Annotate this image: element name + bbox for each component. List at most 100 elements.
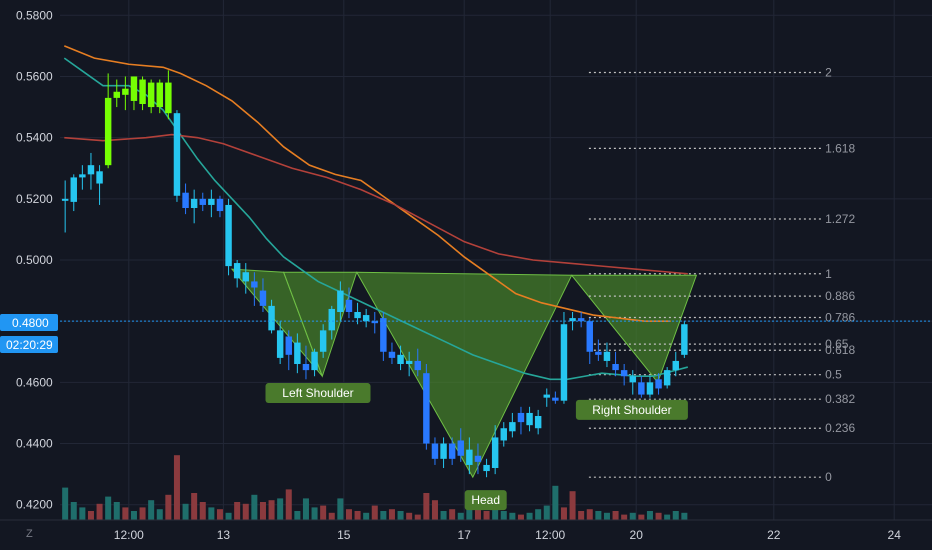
candle[interactable] — [595, 339, 602, 361]
candle[interactable] — [612, 351, 619, 377]
candle[interactable] — [182, 183, 189, 215]
candle[interactable] — [448, 437, 456, 465]
candle[interactable] — [431, 437, 439, 465]
candle-body — [448, 443, 456, 459]
candle[interactable] — [268, 299, 275, 334]
candle[interactable] — [663, 367, 671, 389]
volume-bar — [96, 503, 103, 520]
candle-body — [113, 91, 120, 98]
candle[interactable] — [259, 278, 267, 312]
candle-body — [595, 351, 602, 355]
candle[interactable] — [70, 174, 77, 212]
candle-body — [190, 198, 198, 208]
volume-bar — [578, 511, 585, 520]
candle[interactable] — [577, 312, 585, 328]
candle[interactable] — [517, 406, 525, 435]
candle[interactable] — [79, 165, 86, 190]
candle[interactable] — [96, 165, 103, 205]
candle[interactable] — [251, 272, 258, 306]
candle[interactable] — [655, 373, 662, 395]
candle[interactable] — [190, 189, 198, 224]
candle[interactable] — [474, 443, 482, 475]
candle[interactable] — [302, 345, 310, 380]
candle[interactable] — [586, 318, 593, 364]
candle[interactable] — [629, 370, 636, 395]
candle-body — [569, 318, 576, 322]
candle[interactable] — [276, 321, 284, 364]
candle[interactable] — [328, 305, 335, 340]
fibonacci-levels[interactable]: 2 1.618 1.272 1 0.886 0.786 0.650.618 0.5 0.382 0… — [588, 65, 856, 484]
pattern-label: Left Shoulder — [265, 383, 371, 404]
candle[interactable] — [130, 76, 138, 111]
candle[interactable] — [165, 70, 172, 120]
candle[interactable] — [319, 324, 327, 358]
candle[interactable] — [543, 388, 550, 407]
candle[interactable] — [216, 195, 224, 218]
pattern-triangle-2[interactable] — [355, 271, 573, 479]
candle[interactable] — [113, 79, 120, 108]
candle[interactable] — [534, 409, 542, 435]
timezone-label[interactable]: Z — [26, 528, 33, 540]
candle[interactable] — [337, 281, 344, 322]
candle[interactable] — [552, 391, 559, 404]
candle[interactable] — [345, 287, 353, 319]
volume-bar — [199, 502, 206, 520]
candle[interactable] — [208, 189, 215, 218]
candle[interactable] — [61, 180, 69, 233]
candle[interactable] — [156, 79, 163, 114]
candle[interactable] — [371, 312, 378, 334]
y-tick-label: 0.4400 — [16, 437, 53, 451]
candle[interactable] — [491, 425, 499, 475]
candle[interactable] — [457, 428, 464, 462]
candle[interactable] — [173, 110, 181, 202]
candle-body — [319, 330, 327, 352]
y-tick-label: 0.5000 — [16, 253, 53, 267]
candle[interactable] — [122, 76, 129, 111]
volume-bar — [156, 509, 163, 520]
candle-body — [182, 192, 189, 208]
candle[interactable] — [681, 321, 688, 358]
countdown-value: 02:20:29 — [6, 338, 53, 352]
candle[interactable] — [500, 422, 507, 447]
candle[interactable] — [405, 351, 413, 377]
candle[interactable] — [233, 260, 241, 288]
candle[interactable] — [147, 79, 155, 114]
candle[interactable] — [362, 308, 370, 328]
candle[interactable] — [199, 192, 206, 212]
pattern-label-text: Head — [471, 493, 500, 507]
candle[interactable] — [104, 73, 112, 169]
candle[interactable] — [294, 333, 301, 374]
candle[interactable] — [139, 76, 146, 111]
candle[interactable] — [483, 458, 490, 478]
candle[interactable] — [242, 263, 249, 294]
timezone-button[interactable]: Z — [26, 528, 33, 540]
price-candles[interactable] — [61, 70, 688, 478]
candle[interactable] — [560, 312, 568, 404]
candle[interactable] — [603, 342, 611, 368]
candle[interactable] — [423, 364, 430, 450]
pattern-triangle-3[interactable] — [570, 274, 698, 384]
candle[interactable] — [509, 412, 516, 438]
candle[interactable] — [87, 152, 95, 190]
candle-body — [655, 379, 662, 389]
candle[interactable] — [380, 312, 387, 361]
x-axis[interactable]: 12:00 13 15 17 12:00 20 22 24 — [0, 519, 932, 542]
candle[interactable] — [638, 376, 645, 398]
candle[interactable] — [646, 376, 654, 398]
candle[interactable] — [285, 330, 292, 371]
candle[interactable] — [414, 348, 421, 377]
candle-body — [414, 360, 421, 371]
candle[interactable] — [466, 437, 473, 475]
candle-body — [440, 443, 447, 459]
candle[interactable] — [354, 302, 361, 325]
candle[interactable] — [388, 342, 396, 364]
candle[interactable] — [311, 348, 318, 377]
candle[interactable] — [397, 345, 404, 371]
candle[interactable] — [440, 437, 447, 468]
candle[interactable] — [225, 198, 232, 276]
candle[interactable] — [526, 406, 533, 432]
candle[interactable] — [620, 364, 628, 386]
candle[interactable] — [672, 351, 679, 377]
candle-body — [466, 449, 473, 465]
